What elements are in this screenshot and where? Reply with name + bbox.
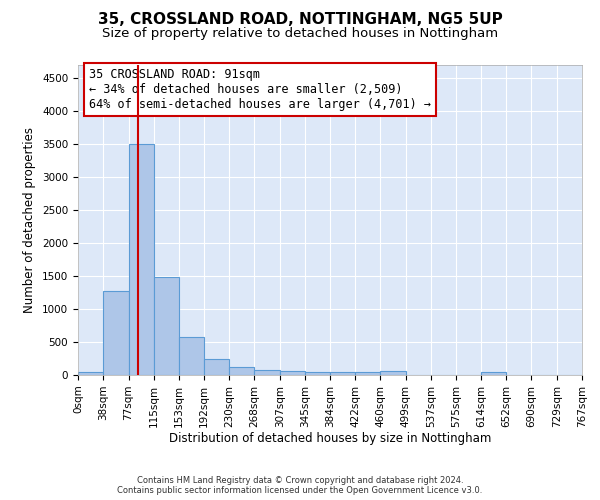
Text: Size of property relative to detached houses in Nottingham: Size of property relative to detached ho… <box>102 28 498 40</box>
Text: 35 CROSSLAND ROAD: 91sqm
← 34% of detached houses are smaller (2,509)
64% of sem: 35 CROSSLAND ROAD: 91sqm ← 34% of detach… <box>89 68 431 111</box>
Y-axis label: Number of detached properties: Number of detached properties <box>23 127 37 313</box>
Bar <box>254 370 280 375</box>
X-axis label: Distribution of detached houses by size in Nottingham: Distribution of detached houses by size … <box>169 432 491 446</box>
Text: Contains HM Land Registry data © Crown copyright and database right 2024.
Contai: Contains HM Land Registry data © Crown c… <box>118 476 482 495</box>
Bar <box>78 372 103 375</box>
Bar <box>103 290 128 375</box>
Bar <box>154 278 179 375</box>
Bar <box>280 372 305 375</box>
Bar <box>331 372 355 375</box>
Bar <box>128 144 154 375</box>
Bar <box>229 368 254 375</box>
Text: 35, CROSSLAND ROAD, NOTTINGHAM, NG5 5UP: 35, CROSSLAND ROAD, NOTTINGHAM, NG5 5UP <box>98 12 502 28</box>
Bar <box>179 337 204 375</box>
Bar <box>380 371 406 375</box>
Bar <box>305 372 331 375</box>
Bar <box>355 372 380 375</box>
Bar <box>204 359 229 375</box>
Bar <box>481 372 506 375</box>
